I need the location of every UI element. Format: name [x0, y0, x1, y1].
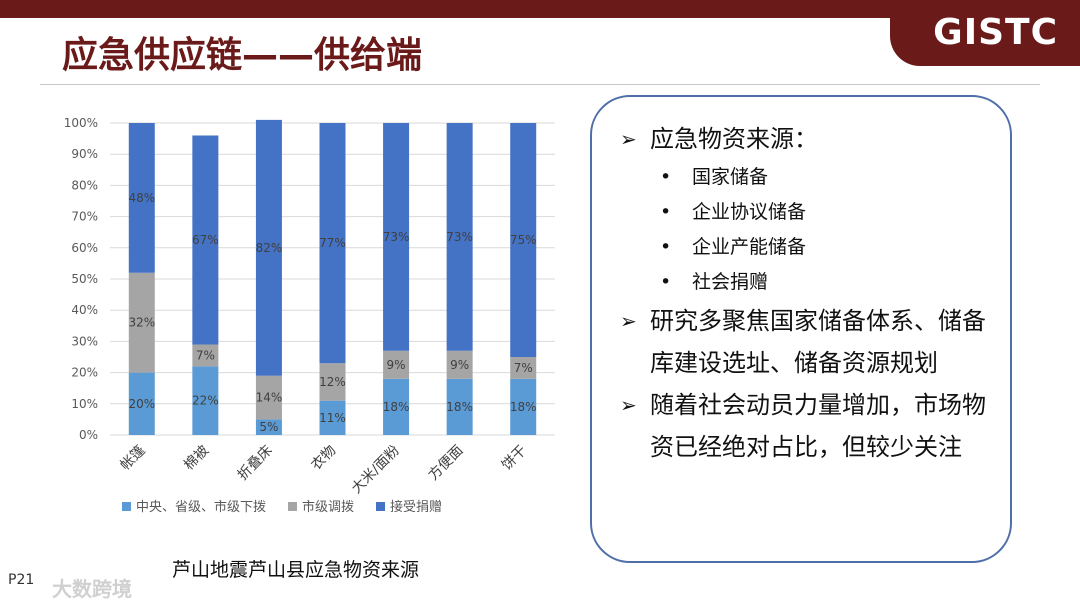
data-label: 9% [450, 358, 469, 372]
panel-sub-item-text: 国家储备 [692, 166, 769, 188]
data-label: 18% [510, 400, 537, 414]
bar-segment [510, 378, 537, 435]
panel-bullet: ➢ 随着社会动员力量增加，市场物资已经绝对占比，但较少关注 [620, 384, 1000, 468]
bar-segment [255, 419, 282, 435]
x-tick-label: 折叠床 [235, 443, 276, 484]
bar-segment [319, 123, 346, 364]
y-tick-label: 90% [71, 147, 98, 161]
panel-sub-item: • 企业协议储备 [620, 195, 1000, 230]
y-tick-label: 20% [71, 366, 98, 380]
stacked-bar-chart: 0% 10% 20% 30% 40% 50% 60% 70% 80% 90% 100% 20% 32% 4… [64, 116, 555, 515]
arrow-bullet-icon: ➢ [620, 393, 637, 417]
legend-label: 市级调拨 [302, 499, 354, 515]
data-label: 32% [128, 316, 155, 330]
x-tick-label: 衣物 [308, 443, 339, 474]
data-label: 82% [256, 241, 283, 255]
panel-bullet: ➢ 研究多聚焦国家储备体系、储备库建设选址、储备资源规划 [620, 300, 1000, 384]
dot-bullet-icon: • [660, 271, 672, 293]
x-tick-label: 大米/面粉 [349, 443, 403, 497]
arrow-bullet-icon: ➢ [620, 127, 637, 151]
panel-bullet-text: 随着社会动员力量增加，市场物资已经绝对占比，但较少关注 [650, 391, 986, 461]
panel-sub-item-text: 企业产能储备 [692, 236, 807, 258]
data-label: 73% [446, 230, 473, 244]
y-tick-label: 60% [71, 241, 98, 255]
legend-swatch [376, 502, 385, 511]
bar-segment [383, 378, 410, 435]
panel-sub-item-text: 企业协议储备 [692, 201, 807, 223]
logo: GISTC [933, 12, 1058, 53]
y-tick-label: 80% [71, 178, 98, 192]
dot-bullet-icon: • [660, 201, 672, 223]
bar-segment [319, 400, 346, 435]
y-tick-label: 10% [71, 397, 98, 411]
data-label: 18% [383, 400, 410, 414]
data-label: 18% [446, 400, 473, 414]
panel-sub-item: • 企业产能储备 [620, 230, 1000, 265]
dot-bullet-icon: • [660, 236, 672, 258]
bar-segment [192, 135, 219, 345]
data-label: 48% [128, 191, 155, 205]
x-tick-label: 棉被 [180, 442, 212, 474]
bar-segment [255, 119, 282, 376]
bar-segment [192, 366, 219, 435]
data-label: 7% [514, 361, 533, 375]
legend-swatch [288, 502, 297, 511]
bar-segment [128, 272, 155, 373]
y-tick-label: 50% [71, 272, 98, 286]
data-label: 5% [259, 420, 278, 434]
page-number: P21 [8, 572, 35, 588]
bar-segment [510, 123, 537, 357]
top-bar [0, 0, 1080, 18]
data-label: 14% [256, 391, 283, 405]
x-tick-label: 帐篷 [118, 443, 149, 474]
y-tick-label: 70% [71, 210, 98, 224]
bar-segment [128, 372, 155, 435]
legend-label: 接受捐赠 [390, 499, 442, 515]
chart-caption: 芦山地震芦山县应急物资来源 [172, 559, 420, 581]
arrow-bullet-icon: ➢ [620, 309, 637, 333]
bar-segment [446, 123, 473, 351]
data-label: 77% [319, 236, 346, 250]
bar-segment [383, 123, 410, 351]
panel-sub-item-text: 社会捐赠 [692, 271, 769, 293]
info-panel-text: ➢ 应急物资来源： • 国家储备 • 企业协议储备 • 企业产能储备 • 社会捐赠 ➢ 研究多聚焦国家… [620, 118, 1000, 468]
data-label: 22% [192, 394, 219, 408]
dot-bullet-icon: • [660, 166, 672, 188]
data-label: 9% [387, 358, 406, 372]
legend-label: 中央、省级、市级下拨 [136, 499, 266, 515]
bar-segment [128, 123, 155, 273]
bar-segment [383, 350, 410, 379]
title-divider [40, 84, 1040, 85]
chart: 0% 10% 20% 30% 40% 50% 60% 70% 80% 90% 100% 20% 32% 4… [40, 100, 560, 540]
panel-sub-item: • 社会捐赠 [620, 265, 1000, 300]
data-label: 11% [319, 411, 346, 425]
x-tick-label: 饼干 [499, 443, 530, 474]
panel-bullet-text: 应急物资来源： [650, 125, 818, 153]
data-label: 7% [196, 348, 215, 362]
data-label: 73% [383, 230, 410, 244]
logo-tab [890, 0, 1080, 66]
watermark: 大数跨境 [52, 577, 132, 601]
y-tick-label: 40% [71, 303, 98, 317]
data-label: 67% [192, 233, 219, 247]
bar-segment [446, 378, 473, 435]
bar-segment [319, 363, 346, 401]
y-tick-label: 0% [79, 428, 98, 442]
y-tick-label: 100% [64, 116, 98, 130]
info-panel [590, 95, 1012, 563]
bar-segment [446, 350, 473, 379]
slide-title: 应急供应链——供给端 [62, 35, 423, 76]
legend-swatch [122, 502, 131, 511]
data-label: 12% [319, 375, 346, 389]
data-label: 75% [510, 233, 537, 247]
data-label: 20% [128, 397, 155, 411]
panel-bullet: ➢ 应急物资来源： [620, 118, 1000, 160]
bar-segment [510, 357, 537, 379]
bar-segment [255, 375, 282, 420]
panel-sub-item: • 国家储备 [620, 160, 1000, 195]
x-tick-label: 方便面 [425, 443, 466, 484]
panel-bullet-text: 研究多聚焦国家储备体系、储备库建设选址、储备资源规划 [650, 307, 986, 377]
bar-segment [192, 344, 219, 367]
y-tick-label: 30% [71, 334, 98, 348]
